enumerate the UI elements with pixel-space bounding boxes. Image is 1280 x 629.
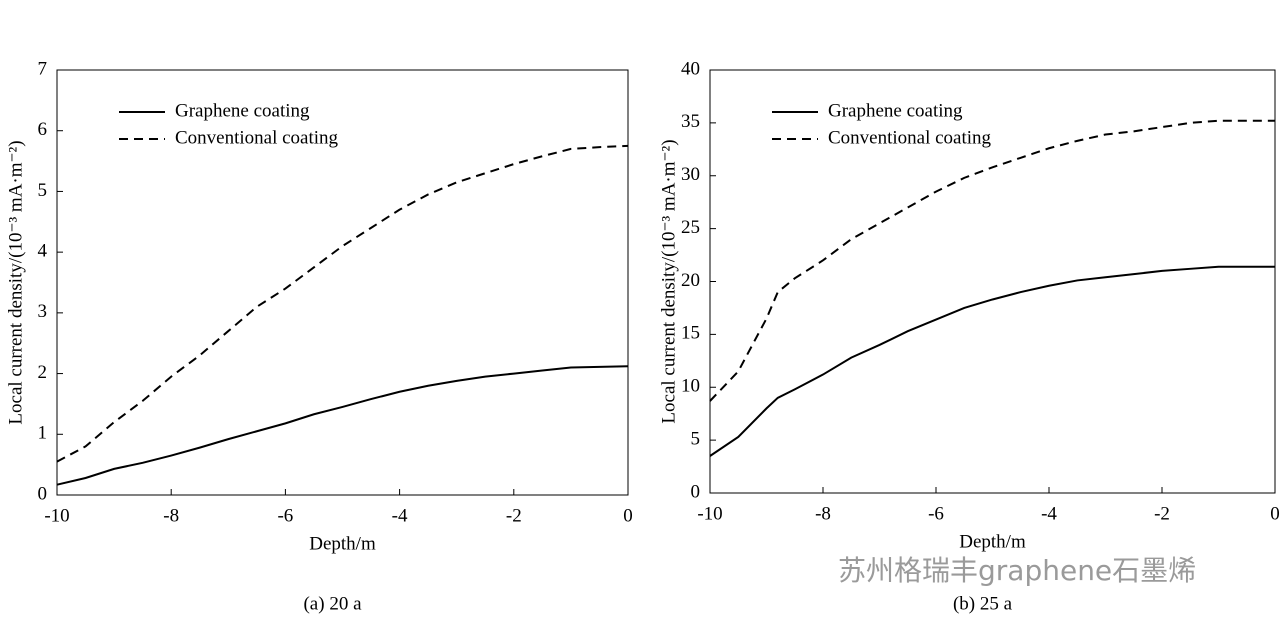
legend-label: Graphene coating <box>828 100 963 121</box>
legend-label: Graphene coating <box>175 100 310 121</box>
x-tick-label: -10 <box>697 503 722 524</box>
series-line <box>56 144 629 463</box>
x-tick-label: -4 <box>392 505 408 526</box>
y-tick-label: 6 <box>38 119 48 140</box>
y-tick-label: 10 <box>681 376 700 397</box>
y-tick-label: 3 <box>38 301 48 322</box>
x-tick-label: -2 <box>506 505 522 526</box>
y-tick-label: 5 <box>38 180 48 201</box>
series-line <box>56 365 629 486</box>
legend-label: Conventional coating <box>175 127 339 148</box>
caption: (b) 25 a <box>953 593 1013 614</box>
y-axis-label: Local current density/(10⁻³ mA·m⁻²) <box>658 139 679 423</box>
x-tick-label: -6 <box>277 505 293 526</box>
caption: (a) 20 a <box>303 593 362 614</box>
x-tick-label: -8 <box>815 503 831 524</box>
x-tick-label: 0 <box>1270 503 1280 524</box>
watermark: 苏州格瑞丰graphene石墨烯 <box>838 554 1196 587</box>
y-tick-label: 0 <box>38 483 48 504</box>
y-tick-label: 40 <box>681 58 700 79</box>
x-axis-label: Depth/m <box>309 533 376 554</box>
x-tick-label: -4 <box>1041 503 1057 524</box>
y-tick-label: 5 <box>691 428 701 449</box>
y-tick-label: 4 <box>38 241 48 262</box>
y-tick-label: 2 <box>38 362 48 383</box>
y-tick-label: 20 <box>681 270 700 291</box>
x-tick-label: -8 <box>163 505 179 526</box>
y-tick-label: 30 <box>681 164 700 185</box>
series-line <box>709 119 1275 402</box>
y-tick-label: 25 <box>681 217 700 238</box>
series-line <box>709 265 1275 457</box>
x-tick-label: -6 <box>928 503 944 524</box>
y-tick-label: 35 <box>681 111 700 132</box>
x-tick-label: -10 <box>44 505 69 526</box>
y-tick-label: 1 <box>38 423 48 444</box>
x-axis-label: Depth/m <box>959 531 1026 552</box>
y-axis-label: Local current density/(10⁻³ mA·m⁻²) <box>5 140 26 424</box>
x-tick-label: 0 <box>623 505 633 526</box>
y-tick-label: 15 <box>681 323 700 344</box>
y-tick-label: 0 <box>691 481 701 502</box>
legend-label: Conventional coating <box>828 127 992 148</box>
x-tick-label: -2 <box>1154 503 1170 524</box>
plot-frame <box>709 69 1276 494</box>
y-tick-label: 7 <box>38 58 48 79</box>
plot-frame <box>56 69 629 496</box>
